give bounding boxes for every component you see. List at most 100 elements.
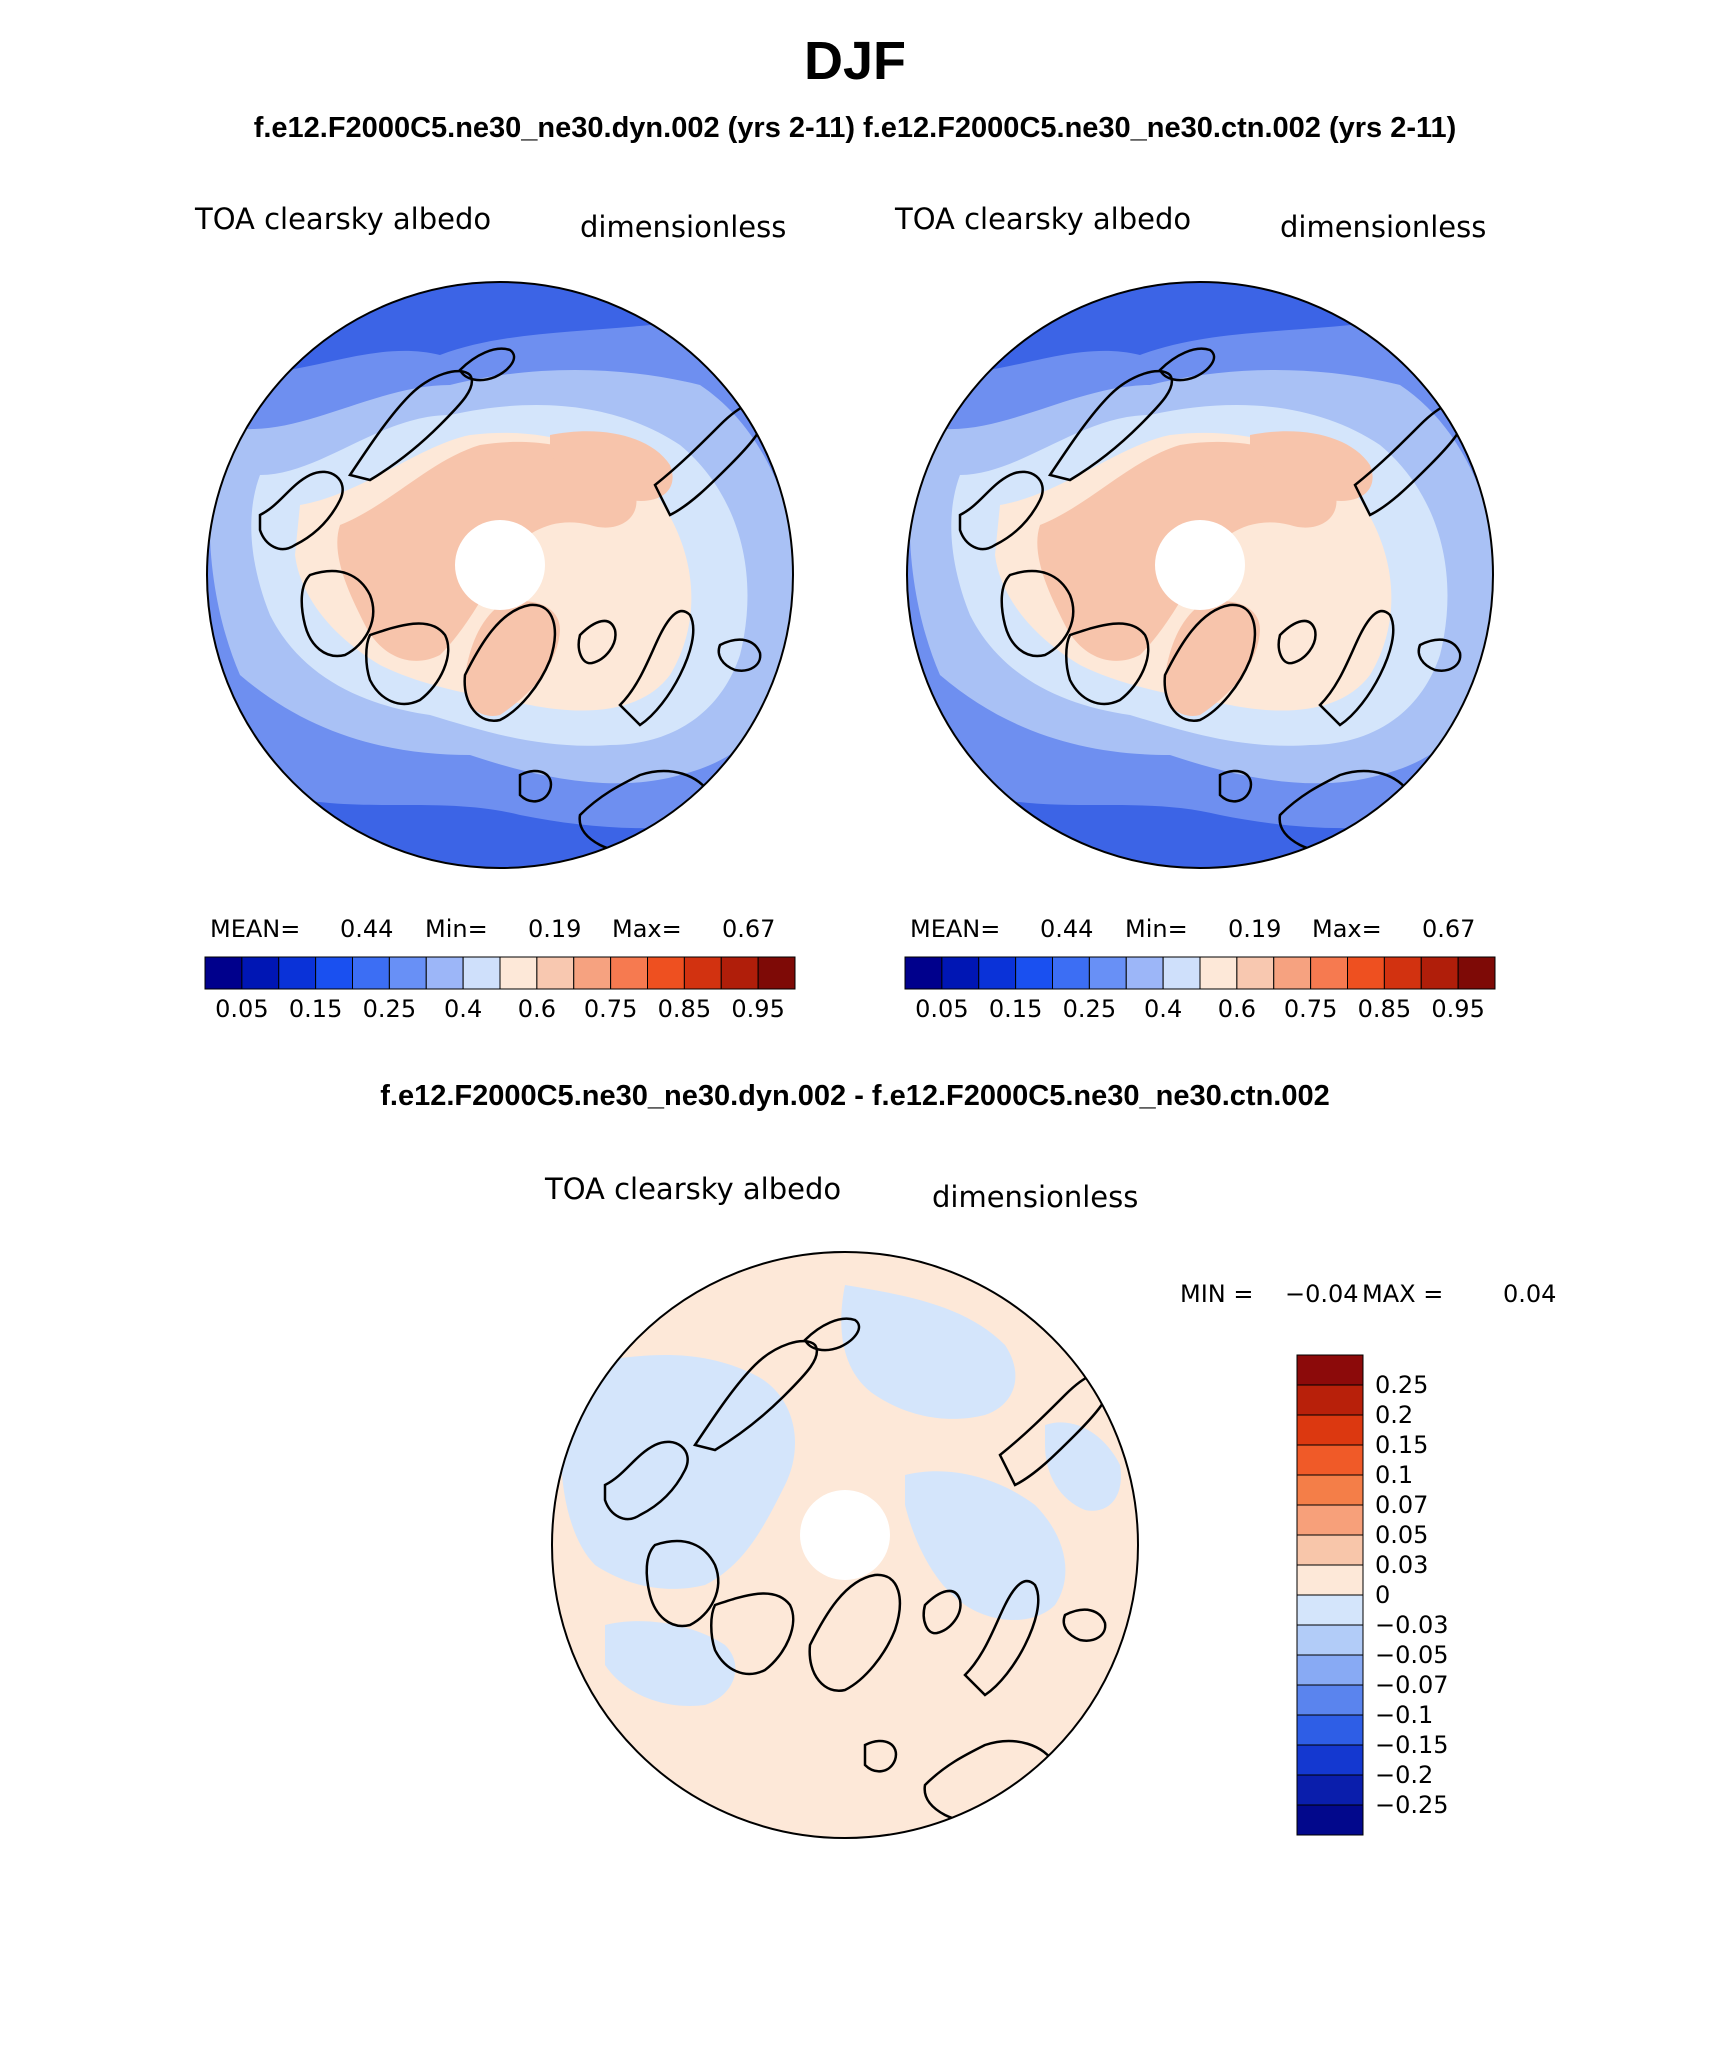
colorbar-swatch (536, 956, 575, 990)
colorbar-swatch (315, 956, 353, 990)
colorbar-swatch (1296, 1534, 1364, 1566)
colorbar-swatch (1296, 1564, 1364, 1596)
colorbar-swatch (1273, 956, 1312, 990)
colorbar-tick-label: 0.75 (1283, 995, 1338, 1023)
panel1-max-label: Max= (612, 915, 682, 943)
panel2-mean-label: MEAN= (910, 915, 1001, 943)
diff-min-label: MIN = (1180, 1280, 1254, 1308)
colorbar-swatch (278, 956, 317, 990)
colorbar-tick-label: 0.6 (1217, 995, 1256, 1023)
polar-gap (455, 520, 545, 610)
polar-gap (800, 1490, 890, 1580)
polar-map-dyn (206, 281, 794, 869)
colorbar-swatch (1310, 956, 1348, 990)
diff-units: dimensionless (932, 1180, 1139, 1214)
colorbar-swatch (1383, 956, 1422, 990)
colorbar-swatch (647, 956, 685, 990)
colorbar-swatch (1199, 956, 1238, 990)
colorbar-tick-label: 0.25 (1375, 1371, 1429, 1399)
colorbar-swatch (1015, 956, 1053, 990)
colorbar-tick-label: −0.07 (1375, 1671, 1449, 1699)
panel2-units: dimensionless (1280, 210, 1487, 244)
colorbar-swatch (1052, 956, 1090, 990)
panel2-min-value: 0.19 (1228, 915, 1282, 943)
colorbar-tick-label: 0.85 (1357, 995, 1412, 1023)
panel1-max-value: 0.67 (722, 915, 776, 943)
panel2-variable: TOA clearsky albedo (895, 202, 1192, 236)
colorbar-swatch (1296, 1654, 1364, 1686)
colorbar-horizontal-2 (904, 956, 1496, 990)
colorbar-swatch (1296, 1414, 1364, 1446)
colorbar-swatch (1296, 1444, 1364, 1476)
colorbar-tick-label: −0.05 (1375, 1641, 1449, 1669)
polar-map-diff (551, 1251, 1139, 1839)
colorbar-tick-label: 0.05 (215, 995, 269, 1023)
colorbar-tick-label: 0.05 (1375, 1521, 1429, 1549)
colorbar-swatch (1420, 956, 1459, 990)
subtitle-diff: f.e12.F2000C5.ne30_ne30.dyn.002 - f.e12.… (380, 1080, 1330, 1112)
map-border (906, 281, 1494, 869)
colorbar-tick-label: 0.15 (288, 995, 343, 1023)
colorbar-tick-label: 0.03 (1375, 1551, 1429, 1579)
colorbar-swatch (1296, 1504, 1364, 1536)
map-field-peach-siberia (550, 431, 673, 501)
colorbar-swatch (425, 956, 464, 990)
colorbar-tick-label: 0.15 (988, 995, 1043, 1023)
colorbar-swatch (1296, 1744, 1364, 1776)
colorbar-tick-label: 0.25 (1062, 995, 1117, 1023)
colorbar-tick-label: 0.95 (731, 995, 785, 1023)
colorbar-swatch (1236, 956, 1275, 990)
colorbar-tick-label: 0.1 (1375, 1461, 1414, 1489)
diff-max-value: 0.04 (1503, 1280, 1557, 1308)
subtitle-top: f.e12.F2000C5.ne30_ne30.dyn.002 (yrs 2-1… (253, 112, 1457, 144)
colorbar-swatch (1296, 1474, 1364, 1506)
colorbar-swatch (1296, 1384, 1364, 1416)
colorbar-tick-label: 0.05 (915, 995, 969, 1023)
colorbar-swatch (683, 956, 722, 990)
panel1-units: dimensionless (580, 210, 787, 244)
map-border (206, 281, 794, 869)
colorbar-swatch (1296, 1624, 1364, 1656)
map-field-pale-blue-3 (905, 1471, 1066, 1620)
colorbar-swatch (573, 956, 612, 990)
colorbar-swatch (904, 956, 943, 990)
colorbar-swatch (1296, 1774, 1364, 1806)
colorbar-tick-label: 0.4 (1144, 995, 1183, 1023)
panel1-variable: TOA clearsky albedo (195, 202, 492, 236)
panel1-min-value: 0.19 (528, 915, 582, 943)
panel2-min-label: Min= (1125, 915, 1188, 943)
diff-variable: TOA clearsky albedo (545, 1172, 842, 1206)
colorbar-horizontal-1 (204, 956, 796, 990)
map-field-peach-siberia (1250, 431, 1373, 501)
colorbar-tick-label: 0.15 (1375, 1431, 1429, 1459)
colorbar-tick-label: 0.07 (1375, 1491, 1429, 1519)
panel2-mean-value: 0.44 (1040, 915, 1094, 943)
colorbar-swatch (241, 956, 280, 990)
colorbar-swatch (1162, 956, 1201, 990)
map-field-peach-greenland (1164, 601, 1260, 716)
map-field-pale-blue-1 (561, 1355, 795, 1589)
panel1-min-label: Min= (425, 915, 488, 943)
colorbar-swatch (1296, 1684, 1364, 1716)
map-border (551, 1251, 1139, 1839)
colorbar-swatch (941, 956, 980, 990)
colorbar-tick-label: 0.4 (444, 995, 483, 1023)
colorbar-tick-label: 0.75 (583, 995, 638, 1023)
colorbar-swatch (1088, 956, 1127, 990)
colorbar-vertical (1296, 1354, 1364, 1836)
colorbar-swatch (720, 956, 759, 990)
map-field-pale-blue-4 (605, 1621, 736, 1706)
colorbar-swatch (1296, 1804, 1364, 1836)
colorbar-swatch (1296, 1594, 1364, 1626)
colorbar-swatch (1296, 1354, 1364, 1386)
colorbar-swatch (1125, 956, 1164, 990)
panel2-max-value: 0.67 (1422, 915, 1476, 943)
panel1-mean-label: MEAN= (210, 915, 301, 943)
colorbar-swatch (352, 956, 390, 990)
colorbar-swatch (388, 956, 427, 990)
colorbar-swatch (499, 956, 538, 990)
main-title: DJF (803, 31, 906, 91)
colorbar-tick-label: 0 (1375, 1581, 1391, 1609)
colorbar-tick-label: 0.6 (517, 995, 556, 1023)
map-field-peach-greenland (464, 601, 560, 716)
